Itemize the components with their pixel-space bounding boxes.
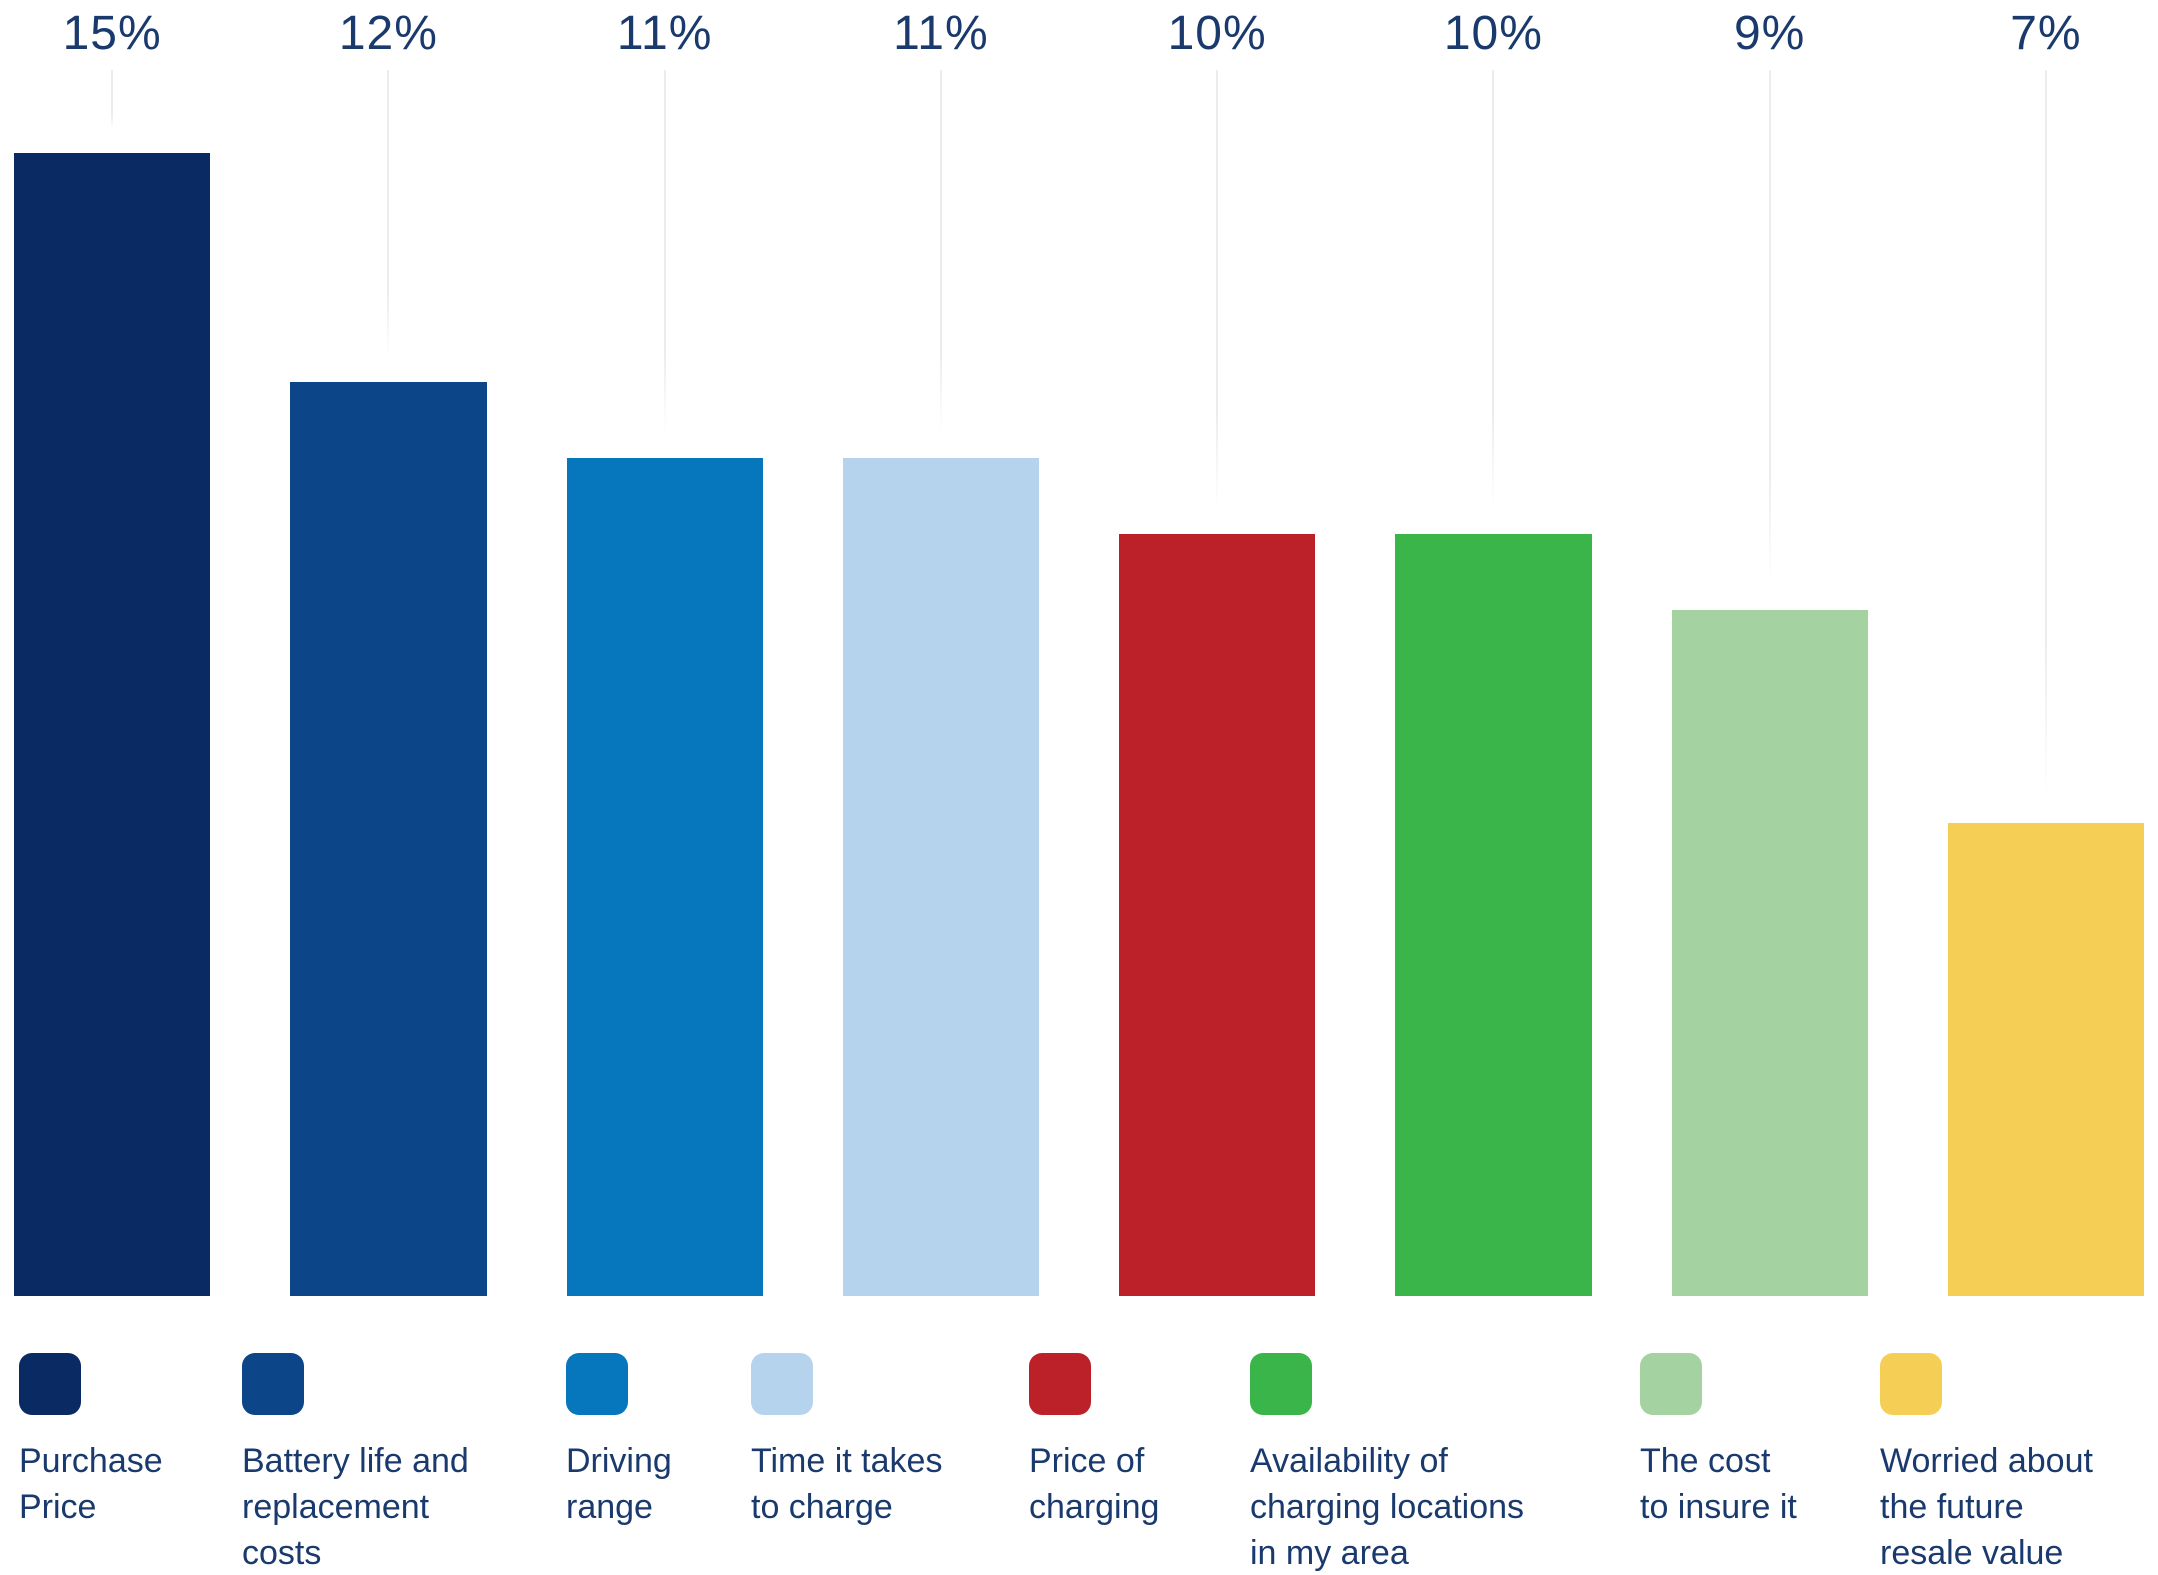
legend-item: Availability of charging locations in my… [1250, 1353, 1524, 1575]
bar-6 [1395, 534, 1592, 1296]
gridline [387, 70, 390, 357]
bar-column: 12% [290, 0, 487, 1296]
bar-column: 10% [1119, 0, 1316, 1296]
legend-swatch [1880, 1353, 1942, 1415]
legend-swatch [1250, 1353, 1312, 1415]
bar-5 [1119, 534, 1316, 1296]
bar-3 [566, 458, 763, 1296]
legend: Purchase Price Battery life and replacem… [0, 1353, 2158, 1575]
legend-label: The cost to insure it [1640, 1442, 1797, 1526]
gridline [2044, 70, 2047, 798]
bar-value-label: 9% [1733, 7, 1806, 60]
legend-item: Driving range [566, 1353, 672, 1530]
bar-value-label: 11% [893, 7, 989, 60]
bar-column: 11% [842, 0, 1039, 1296]
legend-label: Driving range [566, 1442, 672, 1526]
bar-column: 7% [1947, 0, 2144, 1296]
legend-item: The cost to insure it [1640, 1353, 1797, 1530]
bar-7 [1671, 610, 1868, 1296]
legend-swatch [242, 1353, 304, 1415]
legend-label: Time it takes to charge [751, 1442, 943, 1526]
bar-column: 11% [566, 0, 763, 1296]
bar-value-label: 11% [616, 7, 713, 60]
gridline [1492, 70, 1495, 509]
legend-swatch [566, 1353, 628, 1415]
gridline [111, 70, 114, 128]
legend-item: Time it takes to charge [751, 1353, 942, 1530]
bar-column: 10% [1395, 0, 1592, 1296]
bar-value-label: 10% [1167, 7, 1267, 60]
gridline [663, 70, 666, 433]
legend-label: Availability of charging locations in my… [1250, 1442, 1525, 1572]
legend-swatch [19, 1353, 81, 1415]
legend-swatch [1640, 1353, 1702, 1415]
gridline [1768, 70, 1771, 585]
legend-item: Battery life and replacement costs [242, 1353, 469, 1575]
gridline [1216, 70, 1219, 509]
bar-value-label: 10% [1443, 7, 1543, 60]
bar-column: 15% [14, 0, 211, 1296]
bar-2 [290, 382, 487, 1296]
bar-value-label: 7% [2010, 7, 2082, 60]
legend-swatch [1029, 1353, 1091, 1415]
bar-1 [14, 153, 211, 1296]
bar-value-label: 15% [62, 7, 162, 60]
bar-value-label: 12% [338, 7, 438, 60]
gridline [939, 70, 942, 433]
legend-label: Worried about the future resale value [1880, 1442, 2093, 1572]
plot-area: 15% 12% 11% 11% 10% 10% 9% 7% [14, 0, 2144, 1296]
legend-label: Purchase Price [19, 1442, 163, 1526]
bar-column: 9% [1671, 0, 1868, 1296]
legend-label: Battery life and replacement costs [242, 1442, 469, 1572]
bar-4 [842, 458, 1039, 1296]
bar-8 [1947, 823, 2144, 1296]
legend-swatch [751, 1353, 813, 1415]
legend-item: Purchase Price [19, 1353, 163, 1530]
legend-item: Price of charging [1029, 1353, 1159, 1530]
legend-label: Price of charging [1029, 1442, 1160, 1526]
legend-item: Worried about the future resale value [1880, 1353, 2093, 1575]
